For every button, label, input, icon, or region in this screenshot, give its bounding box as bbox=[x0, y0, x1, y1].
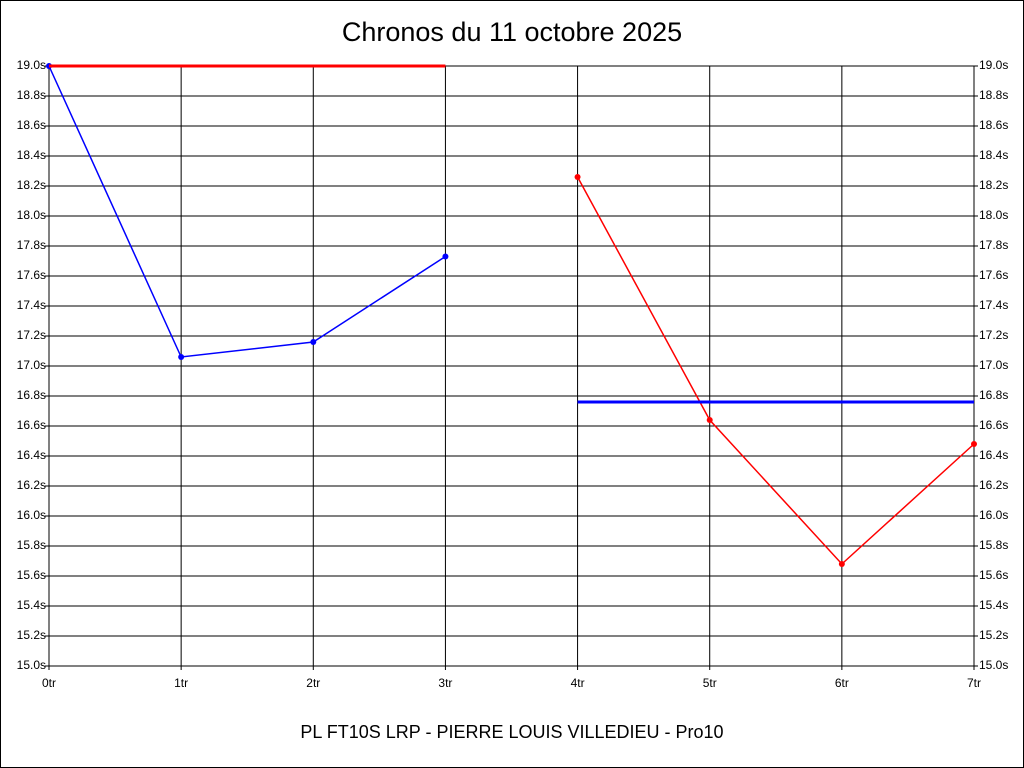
y2-tick-label: 17.0s bbox=[979, 358, 1008, 372]
chart-title: Chronos du 11 octobre 2025 bbox=[342, 17, 682, 47]
y2-tick-label: 16.2s bbox=[979, 478, 1008, 492]
y-tick-label: 16.8s bbox=[17, 388, 46, 402]
y-tick-label: 17.2s bbox=[17, 328, 46, 342]
y2-tick-label: 18.0s bbox=[979, 208, 1008, 222]
y-tick-label: 16.2s bbox=[17, 478, 46, 492]
y-tick-label: 18.4s bbox=[17, 148, 46, 162]
y2-tick-label: 17.6s bbox=[979, 268, 1008, 282]
series-line bbox=[576, 176, 975, 566]
x-axis-label: PL FT10S LRP - PIERRE LOUIS VILLEDIEU - … bbox=[300, 722, 723, 742]
y-tick-label: 17.0s bbox=[17, 358, 46, 372]
data-point bbox=[310, 339, 317, 345]
y2-tick-label: 15.8s bbox=[979, 538, 1008, 552]
y-tick-label: 16.0s bbox=[17, 508, 46, 522]
y2-tick-label: 16.0s bbox=[979, 508, 1008, 522]
series-line bbox=[48, 65, 446, 358]
y-tick-label: 15.4s bbox=[17, 598, 46, 612]
y2-tick-label: 15.4s bbox=[979, 598, 1008, 612]
y2-tick-label: 17.8s bbox=[979, 238, 1008, 252]
y2-tick-label: 18.6s bbox=[979, 118, 1008, 132]
y-tick-label: 15.8s bbox=[17, 538, 46, 552]
y-tick-label: 15.2s bbox=[17, 628, 46, 642]
x-tick-label: 1tr bbox=[174, 676, 188, 690]
y-tick-label: 19.0s bbox=[17, 58, 46, 72]
data-point bbox=[971, 441, 977, 447]
y-tick-label: 17.6s bbox=[17, 268, 46, 282]
y-tick-label: 17.8s bbox=[17, 238, 46, 252]
x-tick-label: 3tr bbox=[438, 676, 452, 690]
y2-tick-label: 18.8s bbox=[979, 88, 1008, 102]
y-tick-label: 18.0s bbox=[17, 208, 46, 222]
y2-tick-label: 19.0s bbox=[979, 58, 1008, 72]
y2-tick-label: 15.6s bbox=[979, 568, 1008, 582]
data-point bbox=[178, 354, 185, 360]
y-tick-label: 18.2s bbox=[17, 178, 46, 192]
x-tick-label: 0tr bbox=[42, 676, 56, 690]
data-point bbox=[442, 253, 449, 260]
y2-tick-label: 17.4s bbox=[979, 298, 1008, 312]
y-tick-label: 15.0s bbox=[17, 658, 46, 672]
y-tick-label: 18.6s bbox=[17, 118, 46, 132]
y-tick-label: 16.6s bbox=[17, 418, 46, 432]
data-point bbox=[574, 174, 581, 180]
y2-tick-label: 17.2s bbox=[979, 328, 1008, 342]
x-tick-label: 6tr bbox=[835, 676, 849, 690]
y-tick-label: 16.4s bbox=[17, 448, 46, 462]
y2-tick-label: 18.2s bbox=[979, 178, 1008, 192]
x-tick-label: 4tr bbox=[571, 676, 585, 690]
y2-tick-label: 15.2s bbox=[979, 628, 1008, 642]
x-tick-label: 2tr bbox=[306, 676, 320, 690]
y-tick-label: 15.6s bbox=[17, 568, 46, 582]
y2-tick-label: 18.4s bbox=[979, 148, 1008, 162]
y2-tick-label: 16.4s bbox=[979, 448, 1008, 462]
y2-tick-label: 15.0s bbox=[979, 658, 1008, 672]
x-tick-label: 7tr bbox=[967, 676, 981, 690]
y-tick-label: 18.8s bbox=[17, 88, 46, 102]
data-point bbox=[706, 417, 713, 423]
y2-tick-label: 16.8s bbox=[979, 388, 1008, 402]
y-tick-label: 17.4s bbox=[17, 298, 46, 312]
y2-tick-label: 16.6s bbox=[979, 418, 1008, 432]
data-point bbox=[838, 561, 845, 567]
x-tick-label: 5tr bbox=[703, 676, 717, 690]
